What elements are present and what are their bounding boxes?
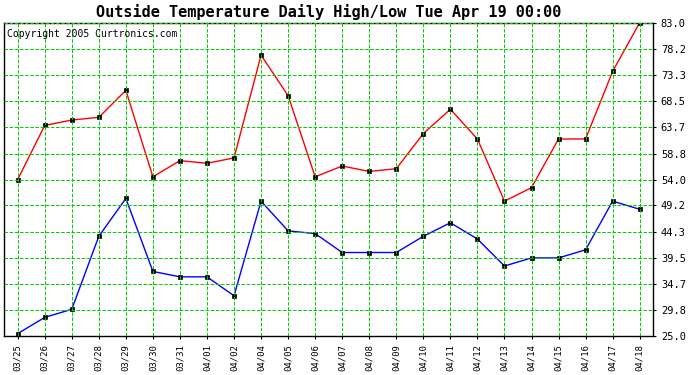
Text: Copyright 2005 Curtronics.com: Copyright 2005 Curtronics.com bbox=[8, 29, 178, 39]
Title: Outside Temperature Daily High/Low Tue Apr 19 00:00: Outside Temperature Daily High/Low Tue A… bbox=[96, 4, 562, 20]
